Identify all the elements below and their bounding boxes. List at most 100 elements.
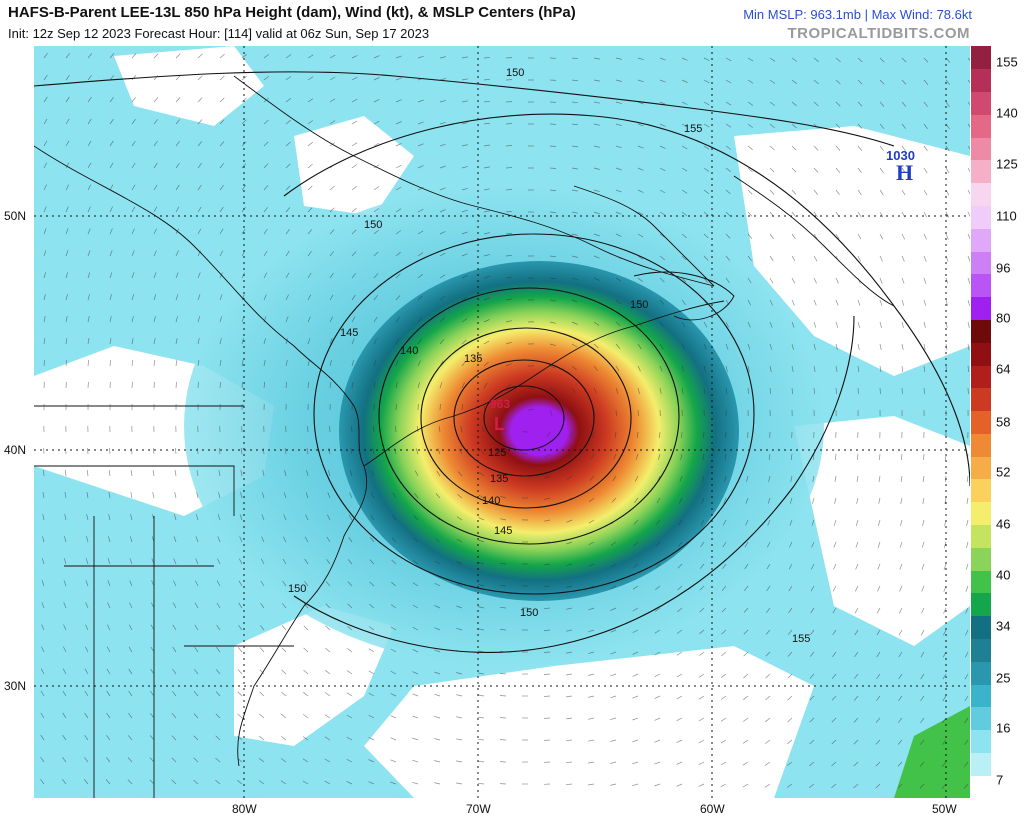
wind-barb <box>434 627 441 631</box>
wind-barb <box>109 294 112 301</box>
wind-barb <box>964 695 969 702</box>
wind-barb <box>571 57 579 60</box>
wind-barb <box>153 272 157 279</box>
wind-barb <box>723 475 727 482</box>
wind-barb <box>172 668 177 675</box>
wind-barb <box>901 145 906 152</box>
wind-barb <box>791 211 796 217</box>
wind-barb <box>395 425 397 433</box>
wind-barb <box>769 189 775 195</box>
wind-barb <box>281 669 287 675</box>
wind-barb <box>131 162 136 169</box>
wind-barb <box>835 255 840 262</box>
wind-barb <box>632 651 639 655</box>
wind-barb <box>351 273 356 279</box>
wind-barb <box>637 387 640 394</box>
wind-barb <box>370 537 375 543</box>
wind-barb <box>720 783 727 788</box>
wind-barb <box>218 492 221 499</box>
wind-barb <box>720 739 727 744</box>
wind-barb <box>175 272 179 279</box>
wind-barb <box>767 497 771 504</box>
wind-barb <box>813 79 819 85</box>
wind-barb <box>898 673 903 680</box>
wind-barb <box>744 563 749 570</box>
wind-barb <box>812 453 815 461</box>
wind-barb <box>193 691 199 697</box>
wind-barb <box>175 447 177 455</box>
wind-barb <box>172 691 177 697</box>
colorbar-label: 96 <box>996 260 1011 276</box>
wind-barb <box>742 739 749 744</box>
wind-barb <box>966 475 969 482</box>
wind-barb <box>197 206 202 213</box>
wind-barb <box>923 211 928 218</box>
colorbar-label: 125 <box>996 156 1018 172</box>
wind-barb <box>65 316 68 323</box>
wind-barb <box>395 360 399 367</box>
wind-barb <box>610 673 617 677</box>
wind-barb <box>944 497 947 504</box>
wind-barb <box>615 343 621 349</box>
wind-barb <box>833 563 837 570</box>
wind-barb <box>499 606 507 609</box>
wind-barb <box>611 497 617 503</box>
wind-barb <box>130 492 133 499</box>
wind-barb <box>302 714 309 719</box>
wind-barb <box>373 99 380 103</box>
wind-barb <box>259 713 265 719</box>
wind-barb <box>943 585 947 592</box>
wind-barb <box>390 693 397 697</box>
wind-barb <box>875 761 881 767</box>
wind-barb <box>835 79 841 85</box>
wind-barb <box>483 361 489 367</box>
wind-barb <box>812 475 815 482</box>
wind-barb <box>347 559 353 565</box>
wind-barb <box>280 736 287 741</box>
wind-barb <box>435 515 441 521</box>
wind-barb <box>43 74 48 81</box>
wind-barb <box>747 211 753 217</box>
wind-barb <box>615 189 622 193</box>
wind-barb <box>394 448 397 455</box>
wind-barb <box>742 783 749 788</box>
wind-barb <box>197 447 199 455</box>
wind-barb <box>901 123 906 129</box>
wind-barb <box>303 669 309 675</box>
wind-barb <box>632 717 639 721</box>
wind-barb <box>414 492 419 499</box>
wind-barb <box>439 78 446 81</box>
wind-barb <box>153 184 158 191</box>
wind-barb <box>656 519 661 525</box>
wind-barb <box>637 299 643 305</box>
wind-barb <box>237 757 243 763</box>
colorbar-label: 7 <box>996 772 1004 788</box>
wind-barb <box>505 341 512 345</box>
wind-barb <box>461 318 468 323</box>
wind-barb <box>588 563 595 567</box>
wind-barb <box>791 321 795 328</box>
wind-barb <box>810 585 815 592</box>
wind-barb <box>241 185 246 191</box>
contour-label: 150 <box>506 67 524 79</box>
wind-barb <box>237 713 243 719</box>
wind-barb <box>150 624 155 631</box>
wind-barb <box>791 365 794 372</box>
wind-barb <box>637 79 644 83</box>
wind-barb <box>263 272 268 279</box>
wind-barb <box>636 431 639 439</box>
wind-barb <box>217 558 221 565</box>
wind-barb <box>370 514 375 521</box>
wind-barb <box>84 668 89 675</box>
wind-barb <box>130 470 133 477</box>
wind-barb <box>175 294 179 301</box>
wind-barb <box>945 365 948 373</box>
wind-barb <box>654 673 661 678</box>
wind-barb <box>456 516 463 521</box>
wind-barb <box>877 563 881 570</box>
wind-barb <box>415 448 419 455</box>
wind-barb <box>768 475 771 482</box>
wind-barb <box>832 607 837 614</box>
wind-barb <box>769 255 774 262</box>
wind-barb <box>681 299 686 306</box>
